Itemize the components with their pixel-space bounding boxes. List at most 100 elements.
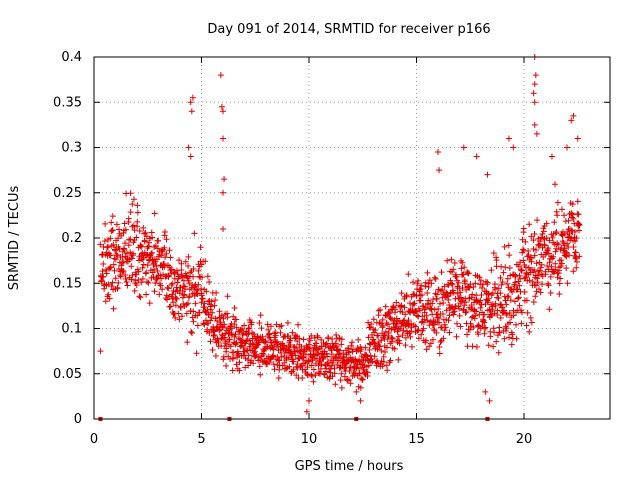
data-point [213,289,220,296]
data-point [524,309,531,316]
data-point [102,266,109,273]
data-point [264,321,271,328]
data-point [127,209,134,216]
data-point [331,370,338,377]
data-point [524,253,531,260]
data-point [536,286,542,293]
data-point [158,252,165,259]
data-point [412,323,419,330]
data-point [352,357,359,364]
data-point [312,372,319,379]
data-point [139,264,146,271]
data-point [317,365,324,372]
data-point [450,311,457,318]
data-point [291,348,298,355]
data-point [188,329,195,336]
data-point [355,336,362,343]
data-point [290,366,297,373]
data-point [196,309,203,316]
data-point [146,300,153,307]
data-point [170,299,177,306]
data-point [114,252,121,259]
data-point [568,117,575,124]
data-point [122,240,129,247]
data-point [136,293,143,300]
data-point [166,247,173,254]
data-point [503,301,510,308]
data-point [206,329,213,336]
data-point [402,311,409,318]
data-point [191,283,198,290]
data-point [197,244,204,251]
data-point [481,319,488,326]
data-point [380,358,387,365]
data-point [454,290,461,297]
data-point [244,336,251,343]
data-point [332,353,339,360]
data-point [543,220,550,227]
data-point [544,262,551,269]
y-tick-label: 0.05 [53,367,82,382]
data-point [176,316,183,323]
data-point [473,298,480,305]
data-point [540,228,547,235]
data-point [493,338,500,345]
data-point [554,240,561,247]
data-point [164,284,171,291]
data-point [487,333,494,340]
data-point [576,222,583,229]
data-point [422,304,429,311]
data-point [431,274,438,281]
data-point [400,327,407,334]
data-point [458,298,465,305]
data-point [130,196,137,203]
data-point [441,327,448,334]
data-point [429,322,436,329]
data-point [382,349,389,356]
data-point [457,323,464,330]
data-point [453,333,460,340]
data-point [539,281,546,288]
data-point [365,334,372,341]
data-point [383,320,390,327]
data-point [284,319,291,326]
data-point [408,343,415,350]
data-point [549,255,556,262]
data-point [282,347,289,354]
data-point [186,293,193,300]
data-point [230,355,237,362]
data-point [121,220,128,227]
data-point [100,273,107,280]
data-point [174,279,181,286]
data-point [165,273,172,280]
data-point [163,250,170,257]
grid-lines [94,57,610,419]
data-point [239,337,246,344]
data-point [245,352,252,359]
data-point [435,306,442,313]
data-point [408,328,415,335]
data-point [443,307,450,314]
data-point [418,282,425,289]
data-point [294,361,301,368]
data-point [506,252,513,259]
data-point [127,190,134,197]
data-point [297,350,304,357]
data-point [527,314,534,321]
data-point [516,282,523,289]
data-point [107,264,114,271]
data-point [102,298,109,305]
data-point [109,279,116,286]
data-point [183,301,190,308]
data-point [214,335,221,342]
data-point [411,300,418,307]
data-point [120,230,127,237]
data-point [203,288,210,295]
data-point [575,211,582,218]
data-point [401,304,408,311]
data-point [478,301,485,308]
data-point [481,311,488,318]
data-point [544,280,551,287]
data-point [97,241,104,248]
data-point [541,242,548,249]
